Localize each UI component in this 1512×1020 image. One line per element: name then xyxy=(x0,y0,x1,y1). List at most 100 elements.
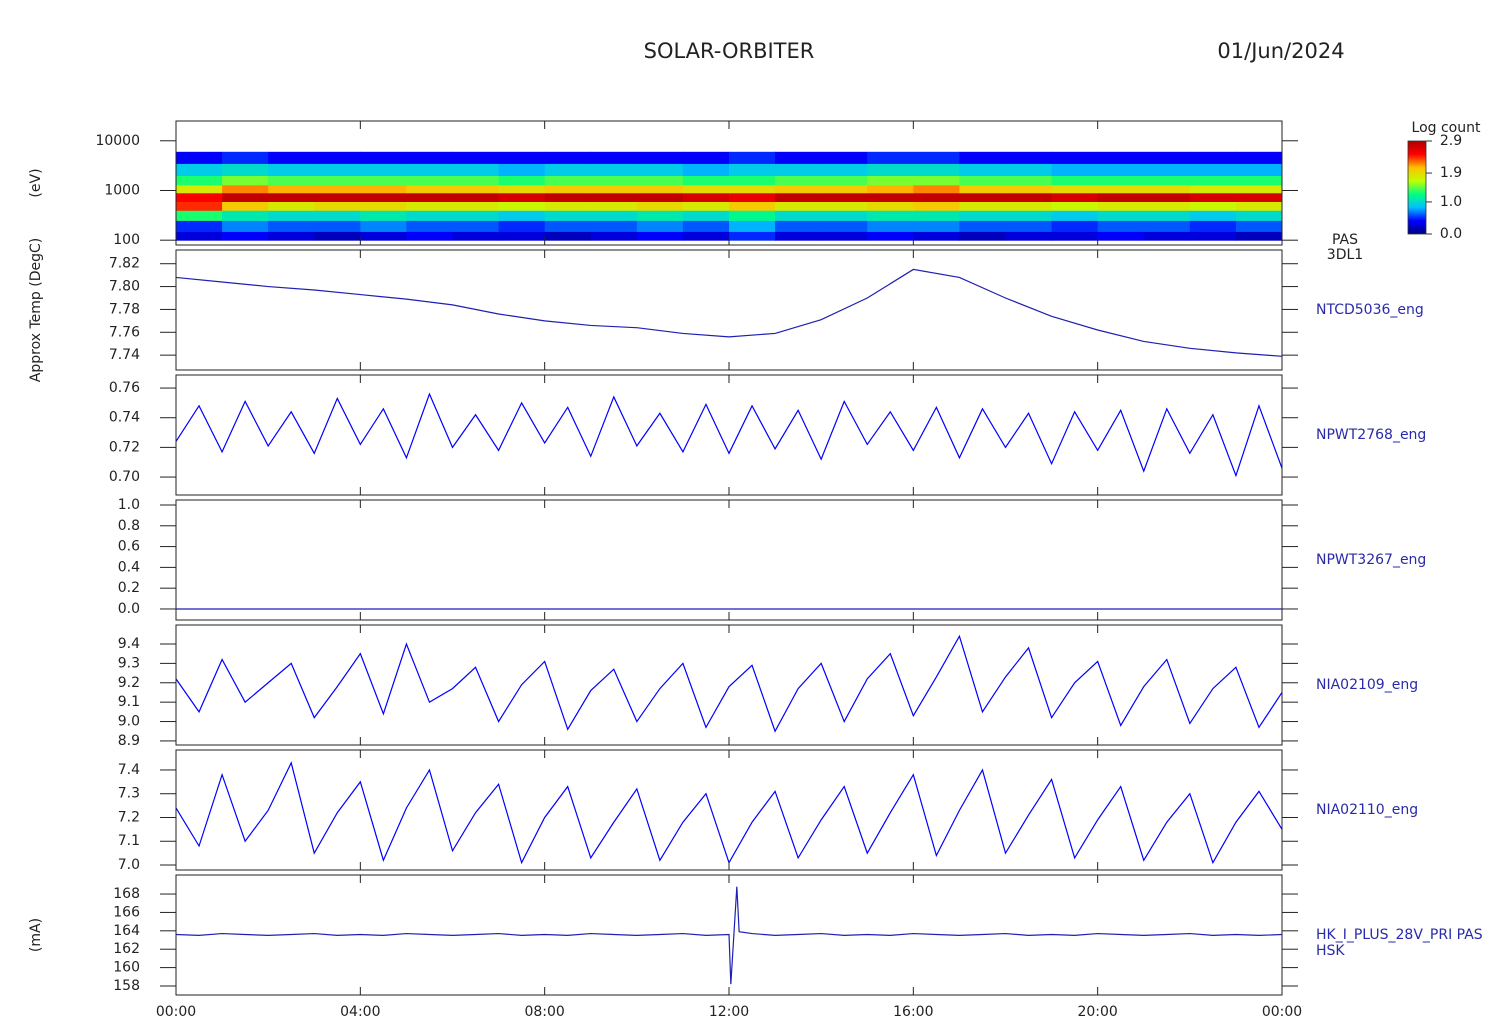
y-tick-label: 7.2 xyxy=(118,809,140,825)
heatmap-cell xyxy=(222,201,269,211)
heatmap-cell xyxy=(913,175,960,186)
heatmap-cell xyxy=(544,201,592,211)
heatmap-cell xyxy=(1097,175,1145,186)
heatmap-cell xyxy=(959,175,1006,186)
heatmap-cell xyxy=(1051,192,1099,203)
heatmap-cell xyxy=(1097,184,1145,194)
heatmap-cell xyxy=(1097,210,1145,221)
heatmap-cell xyxy=(1235,201,1283,211)
y-tick-label: 9.2 xyxy=(118,675,140,691)
heatmap-cell xyxy=(729,210,776,221)
y-tick-label: 0.74 xyxy=(109,410,140,426)
y-tick-label: 0.6 xyxy=(118,539,140,555)
series-label: NPWT3267_eng xyxy=(1316,552,1426,568)
heatmap-cell xyxy=(1235,192,1283,203)
heatmap-cell xyxy=(821,151,868,164)
y-tick-label: 100 xyxy=(113,232,140,248)
heatmap-cell xyxy=(959,201,1006,211)
panel-label: 3DL1 xyxy=(1327,247,1363,263)
heatmap-cell xyxy=(590,151,638,164)
heatmap-cell xyxy=(176,220,223,232)
heatmap-cell xyxy=(729,151,776,164)
heatmap-cell xyxy=(268,163,315,177)
heatmap-cell xyxy=(1235,231,1283,241)
y-tick-label: 7.4 xyxy=(118,762,140,778)
heatmap-cell xyxy=(867,163,914,177)
heatmap-cell xyxy=(682,192,730,203)
y-tick-label: 7.74 xyxy=(109,347,140,363)
heatmap-cell xyxy=(821,201,868,211)
heatmap-cell xyxy=(1097,163,1145,177)
heatmap-cell xyxy=(498,231,546,241)
y-tick-label: 0.8 xyxy=(118,518,140,534)
heatmap-cell xyxy=(1097,231,1145,241)
x-tick-label: 00:00 xyxy=(1262,1004,1302,1020)
heatmap-cell xyxy=(268,210,315,221)
heatmap-cell xyxy=(452,163,500,177)
heatmap-cell xyxy=(729,220,776,232)
heatmap-cell xyxy=(1097,151,1145,164)
heatmap-cell xyxy=(867,210,914,221)
y-tick-label: 10000 xyxy=(95,133,140,149)
heatmap-cell xyxy=(360,151,407,164)
heatmap-cell xyxy=(775,175,822,186)
heatmap-cell xyxy=(268,184,315,194)
heatmap-cell xyxy=(913,192,960,203)
heatmap-cell xyxy=(867,220,914,232)
y-tick-label: 7.78 xyxy=(109,301,140,317)
x-tick-label: 00:00 xyxy=(156,1004,196,1020)
heatmap-cell xyxy=(867,192,914,203)
heatmap-cell xyxy=(913,184,960,194)
heatmap-cell xyxy=(775,231,822,241)
heatmap-cell xyxy=(314,231,361,241)
heatmap-cell xyxy=(821,192,868,203)
heatmap-cell xyxy=(867,175,914,186)
y-axis-label: (eV) xyxy=(28,168,44,197)
heatmap-cell xyxy=(1235,175,1283,186)
heatmap-cell xyxy=(1235,151,1283,164)
line xyxy=(175,392,1283,478)
heatmap-cell xyxy=(1189,175,1237,186)
heatmap-cell xyxy=(268,175,315,186)
heatmap-cell xyxy=(959,210,1006,221)
line xyxy=(175,886,1283,985)
chart-title: SOLAR-ORBITER xyxy=(644,39,815,63)
heatmap-cell xyxy=(222,151,269,164)
heatmap-cell xyxy=(1051,210,1099,221)
series-label: NIA02110_eng xyxy=(1316,802,1418,818)
heatmap-cell xyxy=(1143,231,1191,241)
heatmap-cell xyxy=(406,220,453,232)
heatmap-cell xyxy=(821,175,868,186)
y-tick-label: 9.1 xyxy=(118,694,140,710)
y-tick-label: 9.4 xyxy=(118,636,140,652)
heatmap-cell xyxy=(1189,231,1237,241)
x-tick-label: 20:00 xyxy=(1077,1004,1117,1020)
y-tick-label: 9.3 xyxy=(118,655,140,671)
colorbar-tick-label: 0.0 xyxy=(1440,226,1462,242)
colorbar-tick-label: 1.9 xyxy=(1440,165,1462,181)
heatmap-cell xyxy=(682,163,730,177)
heatmap-cell xyxy=(682,184,730,194)
line xyxy=(175,634,1283,733)
heatmap-cell xyxy=(636,192,684,203)
y-tick-label: 0.0 xyxy=(118,601,140,617)
heatmap-cell xyxy=(913,201,960,211)
heatmap-cell xyxy=(959,184,1006,194)
heatmap-cell xyxy=(176,151,223,164)
heatmap-cell xyxy=(821,231,868,241)
heatmap-cell xyxy=(821,184,868,194)
heatmap-cell xyxy=(729,184,776,194)
heatmap-cell xyxy=(452,192,500,203)
heatmap-cell xyxy=(959,163,1006,177)
y-tick-label: 8.9 xyxy=(118,733,140,749)
y-tick-label: 166 xyxy=(113,904,140,920)
heatmap-cell xyxy=(452,175,500,186)
colorbar xyxy=(1407,140,1427,235)
heatmap-cell xyxy=(406,184,453,194)
heatmap-cell xyxy=(636,201,684,211)
heatmap-cell xyxy=(544,231,592,241)
heatmap-cell xyxy=(1051,151,1099,164)
heatmap-cell xyxy=(176,231,223,241)
colorbar-tick-label: 2.9 xyxy=(1440,133,1462,149)
heatmap-cell xyxy=(821,210,868,221)
